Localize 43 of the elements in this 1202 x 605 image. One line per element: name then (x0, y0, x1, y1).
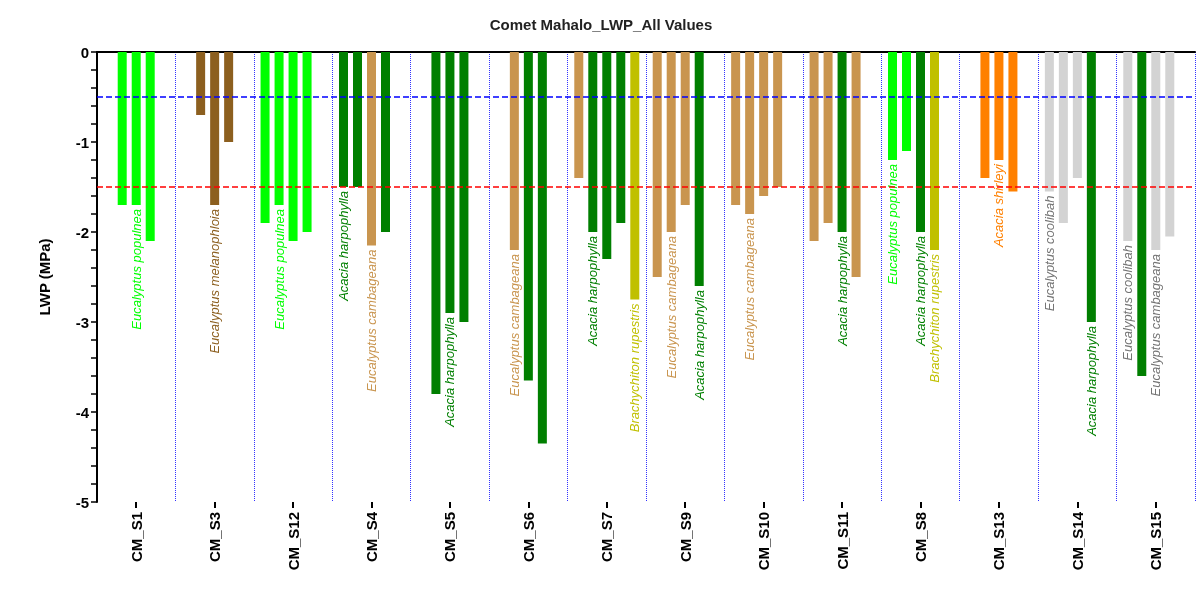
data-label: Eucalyptus cambageana (1148, 254, 1164, 397)
y-tick-label: 0 (80, 43, 89, 61)
data-label: Eucalyptus cambageana (364, 249, 379, 392)
data-label: Eucalyptus populnea (271, 209, 287, 330)
data-label: Brachychiton rupestris (627, 303, 643, 433)
data-label: Acacia harpophylla (585, 236, 601, 347)
x-tick-label: CM_S15 (1147, 512, 1165, 571)
x-tick-label: CM_S9 (676, 512, 694, 563)
x-tick-label: CM_S13 (990, 512, 1008, 571)
data-label: Eucalyptus cambageana (506, 254, 522, 397)
y-tick-label: -1 (75, 133, 89, 151)
data-label: Eucalyptus coolibah (1041, 195, 1057, 312)
x-tick-label: CM_S4 (363, 511, 380, 563)
y-tick-label: -3 (75, 313, 89, 331)
x-tick-label: CM_S14 (1068, 511, 1086, 571)
data-label: Acacia harpophylla (1083, 326, 1099, 437)
x-tick-label: CM_S12 (284, 512, 302, 571)
chart-title: Comet Mahalo_LWP_All Values (489, 16, 713, 33)
y-tick-label: -2 (75, 223, 89, 241)
data-label: Acacia harpophylla (442, 317, 458, 428)
data-label: Acacia harpophylla (336, 191, 351, 302)
data-label: Eucalyptus melanophloia (207, 209, 223, 354)
data-label: Acacia shirleyi (991, 162, 1007, 249)
data-label: Eucalyptus populnea (885, 164, 900, 285)
y-tick-label: -5 (75, 493, 89, 511)
data-label: Acacia harpophylla (913, 236, 928, 347)
x-tick-label: CM_S5 (441, 512, 459, 563)
y-tick-label: -4 (75, 403, 90, 421)
x-tick-label: CM_S6 (519, 512, 537, 563)
x-tick-label: CM_S8 (912, 512, 929, 563)
data-label: Eucalyptus populnea (128, 209, 144, 330)
x-tick-label: CM_S7 (598, 512, 616, 563)
data-label: Eucalyptus cambageana (742, 218, 758, 361)
x-tick-label: CM_S3 (206, 512, 224, 563)
data-label: Eucalyptus coolibah (1120, 245, 1136, 361)
x-tick-label: CM_S11 (833, 512, 851, 570)
x-tick-label: CM_S10 (755, 512, 773, 571)
data-label: Brachychiton rupestris (927, 253, 942, 383)
x-tick-label: CM_S1 (127, 512, 145, 563)
data-label: Acacia harpophylla (691, 290, 707, 401)
data-label: Acacia harpophylla (834, 236, 850, 347)
y-axis-title: LWP (MPa) (36, 238, 53, 316)
data-label: Eucalyptus cambageana (663, 236, 679, 379)
